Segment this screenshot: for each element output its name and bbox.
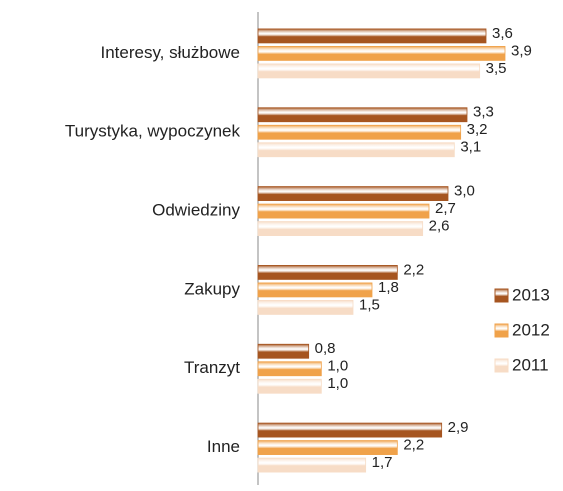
bar xyxy=(257,265,398,280)
bar xyxy=(257,457,367,473)
value-label: 2,2 xyxy=(403,437,424,454)
bar xyxy=(257,28,487,44)
bar xyxy=(257,63,481,79)
category-label: Odwiedziny xyxy=(152,201,240,220)
value-label: 3,5 xyxy=(486,60,507,77)
value-label: 1,7 xyxy=(372,454,393,471)
value-label: 3,3 xyxy=(473,104,494,121)
bar xyxy=(257,361,322,377)
bar xyxy=(257,221,424,236)
bar xyxy=(257,343,310,359)
value-label: 2,2 xyxy=(403,261,424,278)
bar xyxy=(257,378,322,394)
bar xyxy=(257,186,449,201)
legend-swatch xyxy=(494,358,509,373)
bar xyxy=(257,440,398,455)
legend-label: 2012 xyxy=(512,320,550,339)
legend-label: 2011 xyxy=(512,355,549,374)
bar xyxy=(257,282,373,298)
category-label: Interesy, służbowe xyxy=(100,43,240,62)
legend-label: 2013 xyxy=(512,285,550,304)
value-label: 1,0 xyxy=(327,358,348,375)
value-label: 2,9 xyxy=(448,419,469,436)
category-label: Inne xyxy=(207,437,240,456)
bar xyxy=(257,107,468,123)
value-label: 3,1 xyxy=(460,139,481,156)
value-label: 1,8 xyxy=(378,279,399,296)
bar xyxy=(257,124,462,140)
bar xyxy=(257,203,430,219)
value-label: 1,0 xyxy=(327,375,348,392)
bar xyxy=(257,142,455,158)
value-label: 2,7 xyxy=(435,200,456,217)
legend-swatch xyxy=(494,288,509,303)
value-label: 2,6 xyxy=(429,218,450,235)
value-label: 1,5 xyxy=(359,296,380,313)
bar xyxy=(257,422,443,438)
category-label: Zakupy xyxy=(184,279,240,298)
value-label: 0,8 xyxy=(315,340,336,357)
legend-swatch xyxy=(494,323,509,338)
bar xyxy=(257,46,506,61)
category-label: Tranzyt xyxy=(184,358,240,377)
bar xyxy=(257,300,354,315)
value-label: 3,0 xyxy=(454,183,475,200)
value-label: 3,9 xyxy=(511,42,532,59)
value-label: 3,6 xyxy=(492,25,513,42)
value-label: 3,2 xyxy=(467,121,488,138)
category-label: Turystyka, wypoczynek xyxy=(65,122,241,141)
